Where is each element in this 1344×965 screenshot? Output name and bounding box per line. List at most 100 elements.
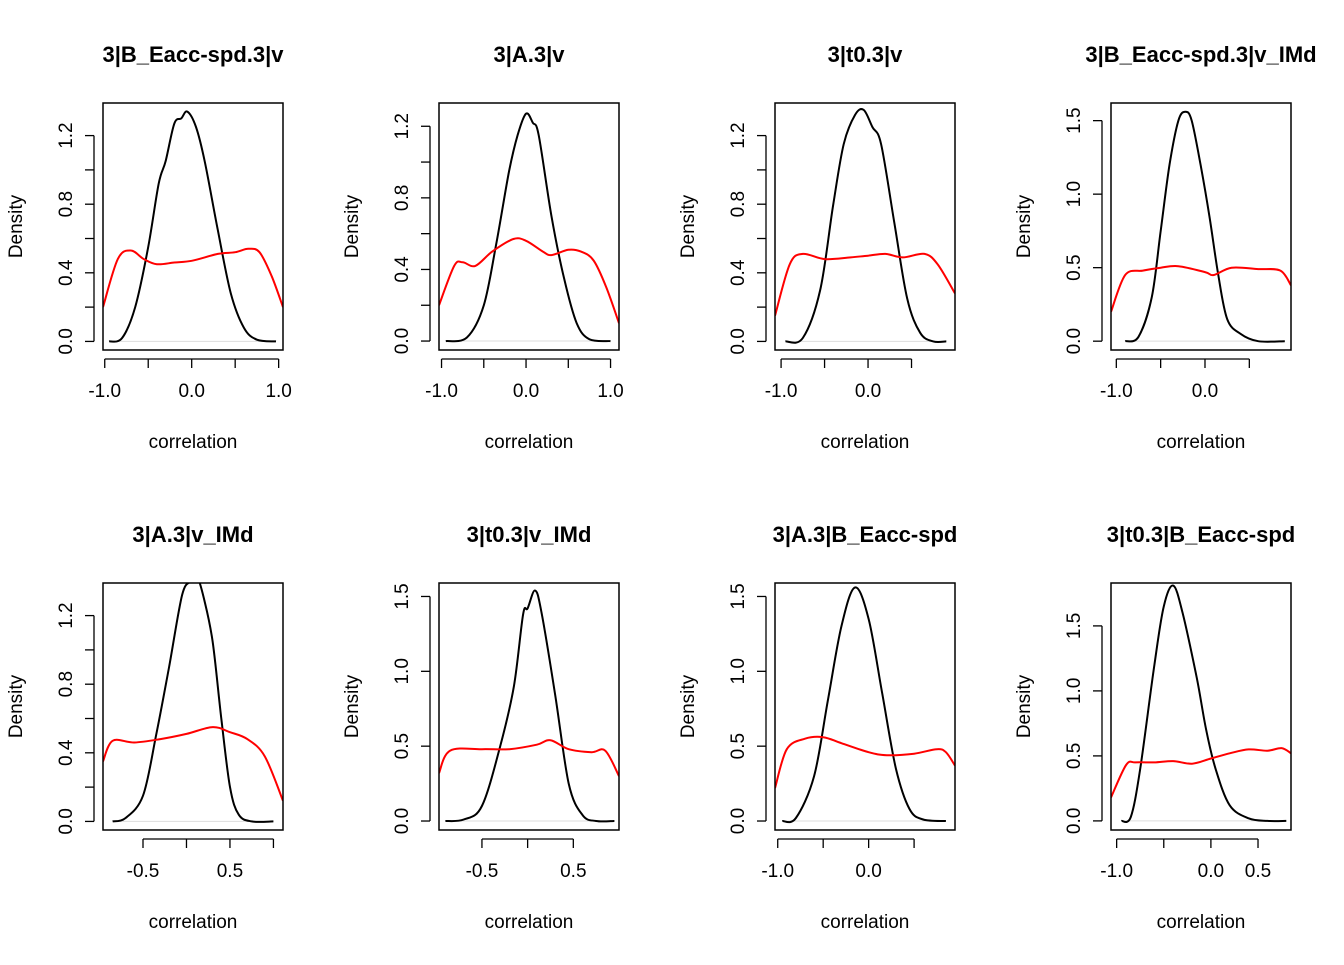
density-curve-black: [108, 110, 277, 343]
y-tick-label: 0.4: [392, 256, 413, 283]
y-tick-label: 0.0: [56, 328, 77, 354]
y-tick-label: 0.5: [392, 733, 413, 759]
x-axis-label: correlation: [821, 432, 910, 453]
x-tick-label: 0.5: [217, 861, 243, 882]
density-curve-red: [439, 237, 619, 324]
density-curve-black: [445, 589, 615, 823]
x-tick-label: 0.0: [1198, 861, 1224, 882]
density-curve-red: [103, 247, 283, 308]
y-tick-label: 1.2: [728, 122, 749, 148]
x-tick-label: -0.5: [466, 861, 499, 882]
panel-1: 3|B_Eacc-spd.3|v correlation Density -1.0 0.…: [6, 42, 292, 453]
x-tick-label: 0.0: [513, 381, 539, 402]
density-curve-red: [1111, 747, 1291, 798]
panel-title: 3|A.3|B_Eacc-spd: [773, 522, 958, 547]
y-axis-label: Density: [678, 674, 699, 738]
y-tick-label: 0.0: [1064, 808, 1085, 834]
y-tick-label: 0.0: [392, 328, 413, 354]
plot-box: [102, 582, 284, 831]
x-axis-label: correlation: [821, 912, 910, 933]
y-tick-label: 1.5: [1064, 107, 1085, 133]
y-axis-label: Density: [342, 194, 363, 258]
x-tick-label: -1.0: [1100, 381, 1133, 402]
y-tick-label: 1.5: [1064, 613, 1085, 639]
panel-7: 3|A.3|B_Eacc-spd correlation Density -1.0 0.…: [678, 522, 957, 933]
y-tick-label: 1.2: [56, 122, 77, 148]
x-tick-label: 0.0: [855, 861, 881, 882]
density-curve-red: [1111, 265, 1291, 313]
panel-title: 3|A.3|v_IMd: [132, 522, 253, 547]
y-tick-label: 0.0: [56, 808, 77, 834]
y-axis-label: Density: [342, 674, 363, 738]
x-tick-label: 1.0: [597, 381, 623, 402]
panel-title: 3|B_Eacc-spd.3|v_IMd: [1085, 42, 1316, 67]
y-tick-label: 0.8: [56, 671, 77, 697]
x-axis-label: correlation: [149, 432, 238, 453]
y-axis-label: Density: [6, 674, 27, 738]
panel-title: 3|B_Eacc-spd.3|v: [102, 42, 284, 67]
panel-title: 3|t0.3|v_IMd: [467, 522, 592, 547]
density-curve-red: [775, 735, 955, 789]
panel-3: 3|t0.3|v correlation Density -1.0 0.0 0.0 0.4 0…: [678, 42, 956, 453]
y-tick-label: 0.4: [56, 739, 77, 766]
y-tick-label: 0.8: [728, 191, 749, 217]
x-tick-label: 0.0: [1192, 381, 1218, 402]
y-tick-label: 0.0: [392, 808, 413, 834]
x-axis-label: correlation: [1157, 912, 1246, 933]
y-tick-label: 1.5: [728, 583, 749, 609]
density-curve-red: [775, 252, 955, 316]
panel-title: 3|A.3|v: [493, 42, 565, 67]
x-axis-label: correlation: [1157, 432, 1246, 453]
y-tick-label: 1.0: [1064, 181, 1085, 207]
panel-title: 3|t0.3|v: [828, 42, 903, 67]
y-tick-label: 1.2: [56, 602, 77, 628]
x-tick-label: -1.0: [765, 381, 798, 402]
density-curve-black: [782, 586, 946, 824]
y-axis-label: Density: [6, 194, 27, 258]
plot-box: [102, 102, 284, 351]
x-tick-label: 0.5: [1245, 861, 1271, 882]
plot-box: [1110, 102, 1292, 351]
density-curve-black: [785, 108, 947, 344]
x-tick-label: 0.0: [855, 381, 881, 402]
x-axis-label: correlation: [149, 912, 238, 933]
plot-box: [438, 582, 620, 831]
x-tick-label: 1.0: [265, 381, 291, 402]
panel-5: 3|A.3|v_IMd correlation Density -0.5 0.5 0.0 0…: [6, 522, 284, 933]
y-tick-label: 0.0: [1064, 328, 1085, 354]
density-curve-red: [439, 739, 619, 777]
density-curve-black: [445, 112, 611, 343]
x-axis-label: correlation: [485, 912, 574, 933]
density-curve-black: [1121, 584, 1287, 823]
y-tick-label: 1.0: [1064, 678, 1085, 704]
y-tick-label: 0.0: [728, 808, 749, 834]
x-tick-label: -0.5: [127, 861, 160, 882]
y-axis-label: Density: [1014, 194, 1035, 258]
y-tick-label: 0.0: [728, 328, 749, 354]
panel-2: 3|A.3|v correlation Density -1.0 0.0 1.0 0.0 0.…: [342, 42, 624, 453]
plot-box: [774, 102, 956, 351]
plot-box: [774, 582, 956, 831]
density-curve-black: [1124, 110, 1285, 343]
y-tick-label: 0.5: [1064, 743, 1085, 769]
panel-4: 3|B_Eacc-spd.3|v_IMd correlation Density -1…: [1014, 42, 1317, 453]
panel-8: 3|t0.3|B_Eacc-spd correlation Density -1.0 0…: [1014, 522, 1295, 933]
panel-title: 3|t0.3|B_Eacc-spd: [1107, 522, 1295, 547]
y-tick-label: 1.2: [392, 113, 413, 139]
density-curve-black: [112, 583, 274, 823]
y-tick-label: 0.4: [728, 259, 749, 286]
x-tick-label: -1.0: [1100, 861, 1133, 882]
x-tick-label: 0.5: [560, 861, 586, 882]
x-tick-label: -1.0: [761, 861, 794, 882]
y-tick-label: 0.5: [728, 733, 749, 759]
y-tick-label: 0.5: [1064, 254, 1085, 280]
plot-box: [1110, 582, 1292, 831]
y-axis-label: Density: [678, 194, 699, 258]
y-tick-label: 0.4: [56, 259, 77, 286]
x-tick-label: -1.0: [425, 381, 458, 402]
y-tick-label: 0.8: [56, 191, 77, 217]
y-tick-label: 1.0: [392, 658, 413, 684]
x-tick-label: -1.0: [88, 381, 121, 402]
x-tick-label: 0.0: [178, 381, 204, 402]
